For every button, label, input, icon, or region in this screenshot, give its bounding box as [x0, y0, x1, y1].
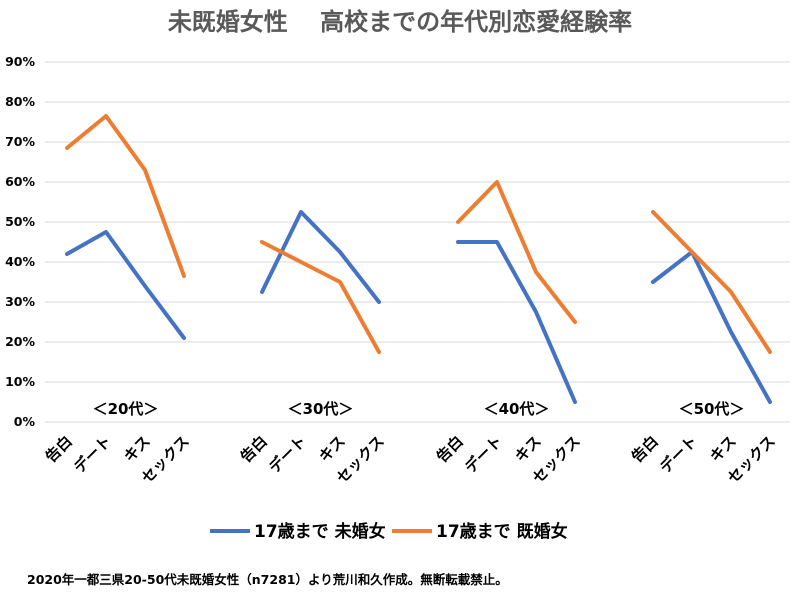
y-tick-label: 10%: [5, 374, 35, 389]
category-label: デート: [70, 432, 115, 477]
series-line-unmarried: [456, 240, 577, 404]
series-line-married: [651, 210, 772, 354]
chart-title: 未既婚女性 高校までの年代別恋愛経験率: [168, 8, 632, 36]
category-label: 告白: [628, 432, 662, 466]
footnote: 2020年一都三県20-50代未既婚女性（n7281）より荒川和久作成。無断転載…: [27, 572, 508, 587]
y-tick-label: 80%: [5, 94, 35, 109]
y-tick-label: 30%: [5, 294, 35, 309]
group-label: ＜40代＞: [484, 400, 550, 418]
category-label: キス: [120, 432, 154, 466]
series-line-married: [65, 114, 186, 278]
y-tick-label: 0%: [14, 414, 36, 429]
y-tick-label: 70%: [5, 134, 35, 149]
y-tick-label: 90%: [5, 54, 35, 69]
category-label: キス: [706, 432, 740, 466]
legend-label-married: 17歳まで 既婚女: [436, 521, 568, 542]
category-label: デート: [656, 432, 701, 477]
y-tick-label: 50%: [5, 214, 35, 229]
gridlines: [45, 61, 790, 423]
group-labels: ＜20代＞ ＜30代＞ ＜40代＞ ＜50代＞: [93, 400, 745, 418]
series-line-unmarried: [651, 250, 772, 404]
group-label: ＜20代＞: [93, 400, 159, 418]
category-label: 告白: [42, 432, 76, 466]
group-label: ＜30代＞: [288, 400, 354, 418]
category-label: キス: [511, 432, 545, 466]
series-line-unmarried: [65, 230, 186, 340]
y-tick-label: 40%: [5, 254, 35, 269]
legend: 17歳まで 未婚女 17歳まで 既婚女: [210, 521, 568, 542]
category-label: 告白: [237, 432, 271, 466]
legend-label-unmarried: 17歳まで 未婚女: [254, 521, 386, 542]
category-label: キス: [315, 432, 349, 466]
y-tick-label: 60%: [5, 174, 35, 189]
category-label: デート: [461, 432, 506, 477]
category-label: 告白: [433, 432, 467, 466]
group-label: ＜50代＞: [679, 400, 745, 418]
series-lines: [65, 114, 772, 404]
series-line-unmarried: [260, 210, 381, 304]
series-line-married: [260, 240, 381, 354]
y-axis: 0% 10% 20% 30% 40% 50% 60% 70% 80% 90%: [5, 54, 35, 429]
y-tick-label: 20%: [5, 334, 35, 349]
series-line-married: [456, 180, 577, 324]
category-label: デート: [265, 432, 310, 477]
